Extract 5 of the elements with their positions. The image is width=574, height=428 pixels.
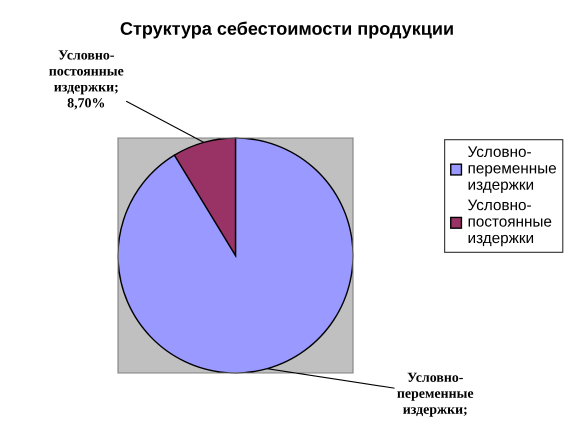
chart-title: Структура себестоимости продукции — [120, 22, 453, 38]
legend-label: Условно-постоянные издержки — [468, 200, 552, 246]
data-label: Условно-постоянные издержки; 8,70% — [49, 50, 124, 110]
legend-label: Условно-переменные издержки — [468, 146, 556, 193]
data-label: Условно-переменные издержки; — [397, 372, 474, 417]
